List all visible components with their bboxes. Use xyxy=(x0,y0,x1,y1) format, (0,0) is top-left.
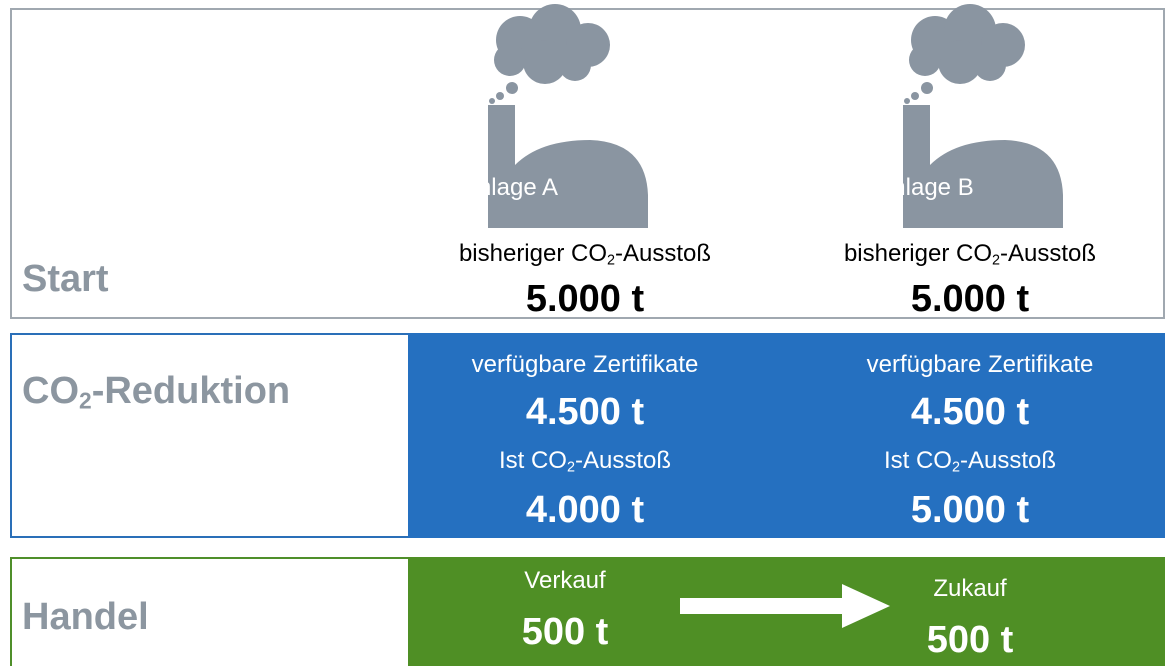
text: Ist CO xyxy=(498,447,567,474)
text: bisheriger CO xyxy=(458,240,607,267)
value: 4.500 t xyxy=(525,391,645,433)
caption: bisheriger CO2-Ausstoß xyxy=(375,240,795,269)
caption: Ist CO2-Ausstoß xyxy=(760,447,1175,476)
text: bisheriger CO xyxy=(843,240,992,267)
text: -Ausstoß xyxy=(1000,240,1097,267)
caption: bisheriger CO2-Ausstoß xyxy=(760,240,1175,269)
value: 4.500 t xyxy=(910,391,1030,433)
text: 2 xyxy=(79,387,92,414)
buy-label: Zukauf xyxy=(933,575,1007,602)
plant-name: Anlage A xyxy=(461,174,559,201)
buy-value: 500 t xyxy=(926,619,1014,661)
start-panel xyxy=(10,8,1165,319)
value: 5.000 t xyxy=(525,278,645,320)
value: 5.000 t xyxy=(910,278,1030,320)
text: CO xyxy=(22,370,79,412)
reduction-fill xyxy=(408,333,1165,538)
text: 2 xyxy=(566,459,575,476)
sell-label: Verkauf xyxy=(524,567,606,594)
value: 5.000 t xyxy=(910,489,1030,531)
plant-name: Anlage B xyxy=(876,174,974,201)
value: 4.000 t xyxy=(525,489,645,531)
text: 2 xyxy=(607,252,616,269)
trade-label: Handel xyxy=(22,596,149,638)
caption: verfügbare Zertifikate xyxy=(866,351,1094,378)
text: -Reduktion xyxy=(91,370,291,412)
factory-a xyxy=(488,4,648,228)
trade-arrow xyxy=(680,584,890,628)
reduction-label: CO2-Reduktion xyxy=(22,370,290,415)
text: -Ausstoß xyxy=(960,447,1057,474)
text: 2 xyxy=(951,459,960,476)
factory-b xyxy=(903,4,1063,228)
caption: verfügbare Zertifikate xyxy=(471,351,699,378)
sell-value: 500 t xyxy=(521,611,609,653)
text: -Ausstoß xyxy=(575,447,672,474)
start-label: Start xyxy=(22,258,109,300)
text: -Ausstoß xyxy=(615,240,712,267)
text: 2 xyxy=(992,252,1001,269)
text: Ist CO xyxy=(883,447,952,474)
caption: Ist CO2-Ausstoß xyxy=(375,447,795,476)
